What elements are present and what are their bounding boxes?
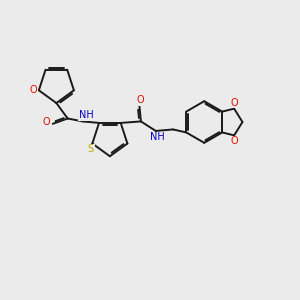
Text: O: O [30, 85, 37, 95]
Text: O: O [136, 95, 144, 105]
Text: S: S [88, 145, 94, 154]
Text: O: O [231, 98, 238, 108]
Text: NH: NH [150, 133, 164, 142]
Text: NH: NH [79, 110, 94, 120]
Text: O: O [43, 117, 50, 128]
Text: O: O [231, 136, 238, 146]
